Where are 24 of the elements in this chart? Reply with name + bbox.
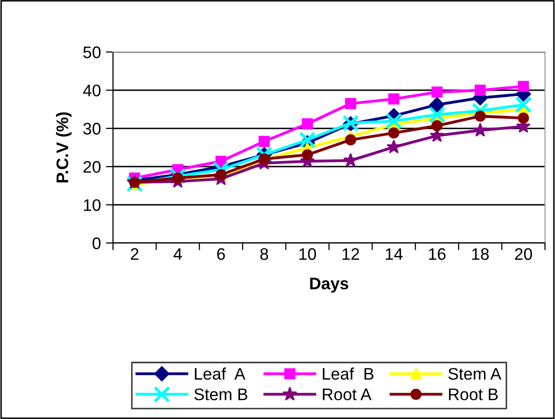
y-tick-label: 10	[84, 199, 101, 212]
x-tick-label: 10	[299, 248, 316, 260]
x-axis-title: Days	[310, 278, 348, 293]
x-tick-label: 14	[386, 248, 403, 260]
legend-label: Stem A	[448, 368, 502, 380]
x-tick-label: 16	[429, 248, 446, 260]
x-tick-label: 18	[472, 248, 489, 260]
x-tick-label: 20	[514, 248, 532, 260]
x-tick-label: 12	[342, 248, 360, 260]
legend-label: Root A	[322, 388, 372, 400]
y-tick-label: 0	[92, 237, 101, 250]
y-axis-title: P.C.V (%)	[56, 112, 72, 182]
x-tick-label: 8	[260, 248, 268, 260]
x-tick-label: 4	[174, 248, 182, 260]
legend-label: Stem B	[194, 388, 248, 400]
y-tick-label: 30	[83, 122, 101, 135]
x-tick-label: 2	[130, 248, 138, 260]
y-tick-label: 40	[83, 84, 101, 96]
legend-label: Leaf B	[322, 368, 374, 380]
x-tick-label: 6	[217, 248, 225, 260]
legend-label: Root B	[449, 388, 498, 400]
y-tick-label: 20	[83, 161, 101, 173]
legend-label: Leaf A	[194, 368, 246, 380]
y-tick-label: 50	[83, 46, 101, 58]
